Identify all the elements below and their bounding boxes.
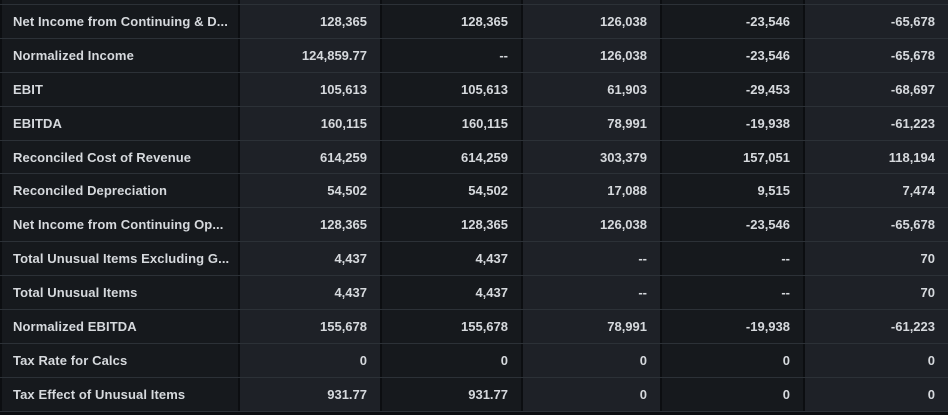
value-cell: 614,259	[382, 140, 523, 174]
row-label: Total Unusual Items	[0, 276, 240, 310]
table-row[interactable]: Reconciled Cost of Revenue 614,259 614,259…	[0, 140, 948, 175]
value-cell: 0	[662, 343, 805, 377]
value-cell: --	[382, 38, 523, 72]
value-cell: -29,453	[662, 72, 805, 106]
value-cell: 78,991	[523, 310, 662, 343]
value-cell: 118,194	[805, 140, 948, 174]
row-label: Reconciled Depreciation	[0, 174, 240, 208]
row-label: EBIT	[0, 72, 240, 106]
partial-value-cell	[805, 0, 948, 4]
value-cell: --	[662, 276, 805, 310]
value-cell: -19,938	[662, 106, 805, 140]
value-cell: 155,678	[240, 310, 382, 343]
value-cell: 54,502	[240, 174, 382, 208]
value-cell: 4,437	[240, 276, 382, 310]
value-cell: --	[523, 242, 662, 276]
value-cell: 70	[805, 242, 948, 276]
row-label: Tax Rate for Calcs	[0, 343, 240, 377]
value-cell: --	[662, 242, 805, 276]
partial-value-cell	[240, 0, 382, 4]
row-label: Normalized EBITDA	[0, 310, 240, 343]
value-cell: 0	[805, 377, 948, 411]
value-cell: -23,546	[662, 38, 805, 72]
partial-value-cell	[382, 0, 523, 4]
value-cell: 0	[240, 343, 382, 377]
value-cell: 0	[382, 343, 523, 377]
value-cell: -61,223	[805, 106, 948, 140]
value-cell: 128,365	[240, 208, 382, 242]
partial-label-cell	[0, 0, 240, 4]
value-cell: 128,365	[382, 208, 523, 242]
table-row[interactable]: Normalized EBITDA 155,678 155,678 78,991 -19…	[0, 310, 948, 344]
partial-value-cell	[523, 0, 662, 4]
table-row[interactable]: Tax Effect of Unusual Items 931.77 931.77 0…	[0, 377, 948, 412]
value-cell: -68,697	[805, 72, 948, 106]
row-label: Total Unusual Items Excluding G...	[0, 242, 240, 276]
value-cell: 0	[662, 377, 805, 411]
value-cell: 61,903	[523, 72, 662, 106]
value-cell: -19,938	[662, 310, 805, 343]
value-cell: 0	[523, 377, 662, 411]
partial-value-cell	[662, 0, 805, 4]
value-cell: 4,437	[382, 242, 523, 276]
value-cell: 17,088	[523, 174, 662, 208]
row-label: Net Income from Continuing & D...	[0, 5, 240, 38]
table-row[interactable]: Normalized Income 124,859.77 -- 126,038 -23,…	[0, 38, 948, 73]
value-cell: 0	[523, 343, 662, 377]
value-cell: 7,474	[805, 174, 948, 208]
value-cell: 128,365	[382, 5, 523, 38]
value-cell: 105,613	[382, 72, 523, 106]
row-label: Reconciled Cost of Revenue	[0, 140, 240, 174]
table-row[interactable]: EBIT 105,613 105,613 61,903 -29,453 -68,697	[0, 72, 948, 107]
table-row[interactable]: Total Unusual Items Excluding G... 4,437 4…	[0, 242, 948, 277]
value-cell: -23,546	[662, 208, 805, 242]
table-row[interactable]: Net Income from Continuing & D... 128,365…	[0, 5, 948, 39]
value-cell: 931.77	[240, 377, 382, 411]
table-row[interactable]: Reconciled Depreciation 54,502 54,502 17,08…	[0, 174, 948, 209]
value-cell: 157,051	[662, 140, 805, 174]
value-cell: --	[523, 276, 662, 310]
value-cell: 9,515	[662, 174, 805, 208]
value-cell: 0	[805, 343, 948, 377]
value-cell: 78,991	[523, 106, 662, 140]
value-cell: -65,678	[805, 208, 948, 242]
value-cell: 126,038	[523, 208, 662, 242]
value-cell: -23,546	[662, 5, 805, 38]
table-row[interactable]: Net Income from Continuing Op... 128,365 1…	[0, 208, 948, 243]
table-row[interactable]: Total Unusual Items 4,437 4,437 -- -- 70	[0, 276, 948, 311]
row-label: Net Income from Continuing Op...	[0, 208, 240, 242]
table-row[interactable]: EBITDA 160,115 160,115 78,991 -19,938 -61,223	[0, 106, 948, 141]
value-cell: 126,038	[523, 38, 662, 72]
table-row[interactable]: Tax Rate for Calcs 0 0 0 0 0	[0, 343, 948, 378]
value-cell: 931.77	[382, 377, 523, 411]
value-cell: -61,223	[805, 310, 948, 343]
value-cell: 126,038	[523, 5, 662, 38]
value-cell: 155,678	[382, 310, 523, 343]
value-cell: -65,678	[805, 5, 948, 38]
row-label: EBITDA	[0, 106, 240, 140]
value-cell: -65,678	[805, 38, 948, 72]
partial-row-above	[0, 0, 948, 5]
value-cell: 70	[805, 276, 948, 310]
value-cell: 4,437	[240, 242, 382, 276]
value-cell: 128,365	[240, 5, 382, 38]
value-cell: 614,259	[240, 140, 382, 174]
value-cell: 124,859.77	[240, 38, 382, 72]
row-label: Normalized Income	[0, 38, 240, 72]
row-label: Tax Effect of Unusual Items	[0, 377, 240, 411]
value-cell: 4,437	[382, 276, 523, 310]
value-cell: 160,115	[382, 106, 523, 140]
value-cell: 160,115	[240, 106, 382, 140]
table-body: Net Income from Continuing & D... 128,365…	[0, 5, 948, 412]
value-cell: 105,613	[240, 72, 382, 106]
value-cell: 303,379	[523, 140, 662, 174]
value-cell: 54,502	[382, 174, 523, 208]
